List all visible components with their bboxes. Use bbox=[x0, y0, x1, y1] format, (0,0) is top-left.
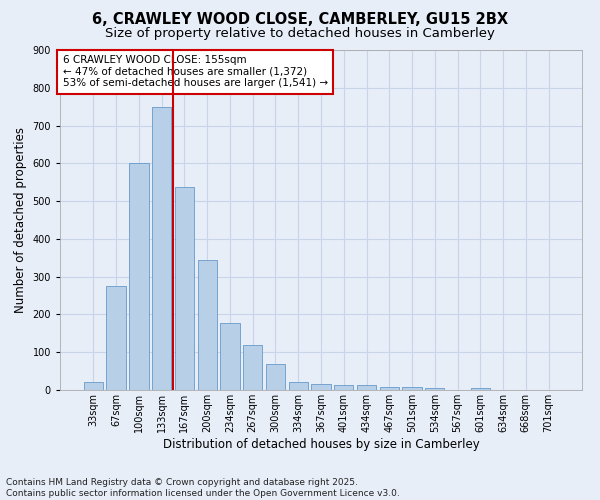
Bar bbox=[334, 386, 353, 390]
Text: Size of property relative to detached houses in Camberley: Size of property relative to detached ho… bbox=[105, 28, 495, 40]
Bar bbox=[403, 388, 422, 390]
Bar bbox=[106, 286, 126, 390]
Bar bbox=[311, 384, 331, 390]
Bar bbox=[84, 382, 103, 390]
Bar bbox=[175, 187, 194, 390]
Bar bbox=[266, 364, 285, 390]
Bar bbox=[220, 323, 239, 390]
Text: 6, CRAWLEY WOOD CLOSE, CAMBERLEY, GU15 2BX: 6, CRAWLEY WOOD CLOSE, CAMBERLEY, GU15 2… bbox=[92, 12, 508, 28]
Bar bbox=[197, 260, 217, 390]
Bar bbox=[470, 388, 490, 390]
Bar bbox=[152, 106, 172, 390]
Bar bbox=[243, 346, 262, 390]
Bar bbox=[357, 386, 376, 390]
Bar bbox=[129, 164, 149, 390]
Bar bbox=[289, 382, 308, 390]
Text: Contains HM Land Registry data © Crown copyright and database right 2025.
Contai: Contains HM Land Registry data © Crown c… bbox=[6, 478, 400, 498]
Text: 6 CRAWLEY WOOD CLOSE: 155sqm
← 47% of detached houses are smaller (1,372)
53% of: 6 CRAWLEY WOOD CLOSE: 155sqm ← 47% of de… bbox=[62, 55, 328, 88]
Y-axis label: Number of detached properties: Number of detached properties bbox=[14, 127, 27, 313]
Bar bbox=[425, 388, 445, 390]
X-axis label: Distribution of detached houses by size in Camberley: Distribution of detached houses by size … bbox=[163, 438, 479, 450]
Bar bbox=[380, 388, 399, 390]
